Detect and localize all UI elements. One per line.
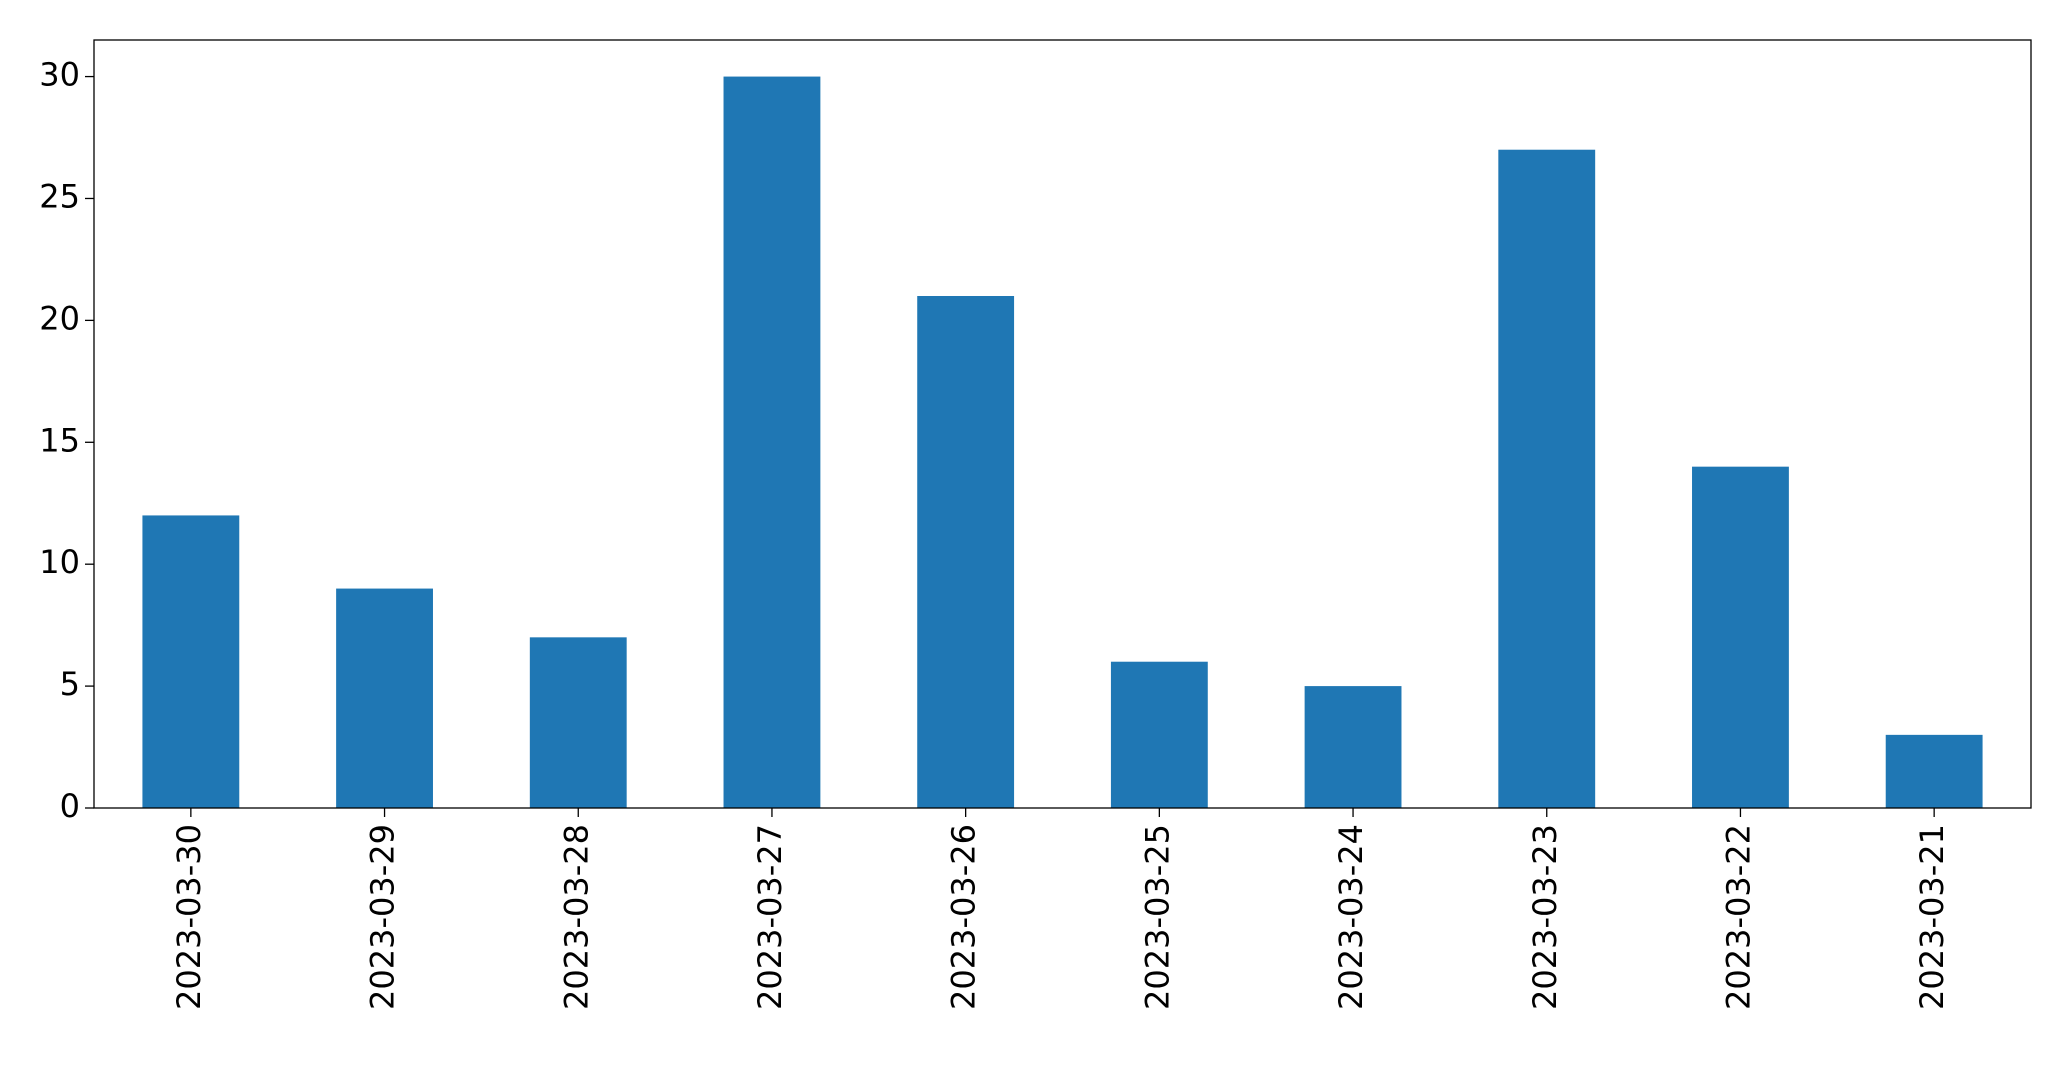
bar bbox=[917, 296, 1015, 808]
x-tick-label: 2023-03-26 bbox=[945, 824, 983, 1010]
bar bbox=[1885, 734, 1983, 808]
bar bbox=[1110, 661, 1208, 808]
x-tick-label: 2023-03-30 bbox=[170, 824, 208, 1010]
bar bbox=[1498, 149, 1596, 808]
x-tick-label: 2023-03-27 bbox=[751, 824, 789, 1010]
x-tick-label: 2023-03-21 bbox=[1913, 824, 1951, 1010]
x-tick-label: 2023-03-28 bbox=[557, 824, 595, 1010]
plot-frame bbox=[93, 39, 2032, 809]
x-tick-label: 2023-03-29 bbox=[364, 824, 402, 1010]
y-tick-label: 15 bbox=[39, 421, 80, 459]
y-tick-label: 25 bbox=[39, 177, 80, 215]
bar bbox=[1692, 466, 1789, 808]
y-tick-label: 10 bbox=[39, 543, 80, 581]
bar bbox=[1304, 686, 1402, 808]
bar bbox=[336, 588, 433, 808]
x-tick-label: 2023-03-23 bbox=[1526, 824, 1564, 1010]
y-tick-label: 30 bbox=[39, 56, 80, 94]
x-tick-label: 2023-03-22 bbox=[1719, 824, 1757, 1010]
x-tick-label: 2023-03-25 bbox=[1138, 824, 1176, 1010]
y-tick-label: 5 bbox=[60, 665, 80, 703]
bar bbox=[723, 76, 821, 809]
y-tick-label: 0 bbox=[60, 787, 80, 825]
bar bbox=[529, 637, 627, 808]
y-tick-label: 20 bbox=[39, 299, 80, 337]
x-tick-label: 2023-03-24 bbox=[1332, 824, 1370, 1010]
bar bbox=[142, 515, 240, 808]
